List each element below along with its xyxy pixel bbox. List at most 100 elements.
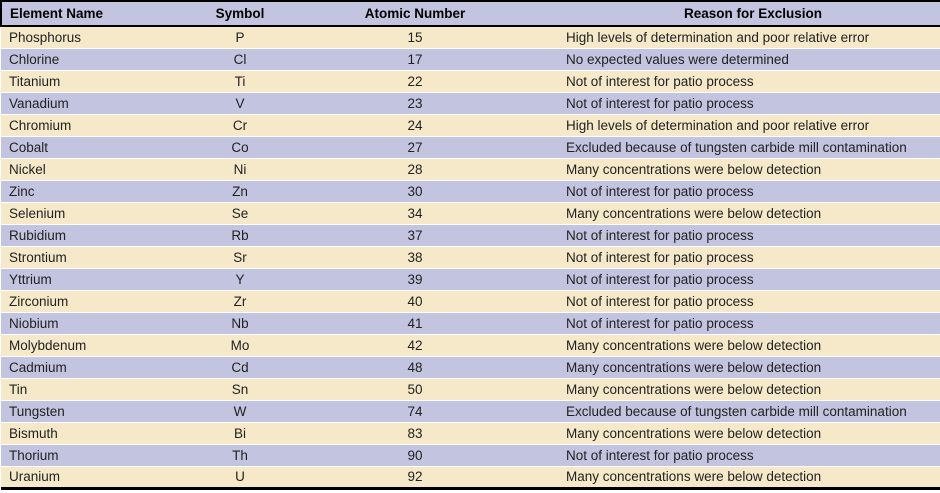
element-name-cell: Cadmium	[1, 355, 160, 378]
element-name-cell: Nickel	[1, 157, 160, 180]
table-header: Element Name Symbol Atomic Number Reason…	[0, 0, 940, 27]
atomic-number-cell: 39	[320, 267, 510, 290]
symbol-cell: Zr	[160, 289, 320, 312]
element-name-cell: Thorium	[1, 443, 160, 466]
reason-cell: Not of interest for patio process	[510, 289, 940, 312]
symbol-cell: Cr	[160, 113, 320, 136]
reason-cell: Many concentrations were below detection	[510, 465, 940, 490]
reason-cell: Excluded because of tungsten carbide mil…	[510, 135, 940, 158]
table-row: Selenium Se 34 Many concentrations were bel…	[1, 201, 940, 224]
reason-cell: Excluded because of tungsten carbide mil…	[510, 399, 940, 422]
atomic-number-cell: 50	[320, 377, 510, 400]
reason-cell: Not of interest for patio process	[510, 223, 940, 246]
atomic-number-cell: 24	[320, 113, 510, 136]
table-row: Yttrium Y 39 Not of interest for patio proc…	[1, 267, 940, 290]
symbol-cell: Se	[160, 201, 320, 224]
element-name-cell: Strontium	[1, 245, 160, 268]
element-name-cell: Tungsten	[1, 399, 160, 422]
atomic-number-cell: 27	[320, 135, 510, 158]
table-row: Zirconium Zr 40 Not of interest for patio p…	[1, 289, 940, 312]
table-row: Cadmium Cd 48 Many concentrations were belo…	[1, 355, 940, 378]
reason-cell: Many concentrations were below detection	[510, 421, 940, 444]
table-row: Nickel Ni 28 Many concentrations were below…	[1, 157, 940, 180]
symbol-cell: Cd	[160, 355, 320, 378]
table-row: Thorium Th 90 Not of interest for patio pro…	[1, 443, 940, 466]
symbol-cell: U	[160, 465, 320, 490]
element-name-cell: Tin	[1, 377, 160, 400]
reason-cell: Not of interest for patio process	[510, 69, 940, 92]
table-row: Chromium Cr 24 High levels of determination…	[1, 113, 940, 136]
element-name-cell: Chlorine	[1, 47, 160, 70]
reason-cell: Many concentrations were below detection	[510, 201, 940, 224]
reason-cell: Not of interest for patio process	[510, 91, 940, 114]
reason-cell: High levels of determination and poor re…	[510, 113, 940, 136]
symbol-cell: Zn	[160, 179, 320, 202]
symbol-cell: Th	[160, 443, 320, 466]
element-name-cell: Vanadium	[1, 91, 160, 114]
column-header-reason-for-exclusion: Reason for Exclusion	[510, 0, 940, 27]
reason-cell: High levels of determination and poor re…	[566, 29, 870, 45]
table-row: Tin Sn 50 Many concentrations were below de…	[1, 377, 940, 400]
atomic-number-cell: 40	[320, 289, 510, 312]
atomic-number-cell: 38	[320, 245, 510, 268]
table-row: Strontium Sr 38 Not of interest for patio p…	[1, 245, 940, 268]
symbol-cell: Cl	[160, 47, 320, 70]
atomic-number-cell: 37	[320, 223, 510, 246]
atomic-number-cell: 90	[320, 443, 510, 466]
symbol-cell: Ti	[160, 69, 320, 92]
atomic-number-cell: 42	[320, 333, 510, 356]
atomic-number-cell: 48	[320, 355, 510, 378]
table-row: Titanium Ti 22 Not of interest for patio pr…	[1, 69, 940, 92]
reason-cell: Not of interest for patio process	[510, 245, 940, 268]
header-row: Element Name Symbol Atomic Number Reason…	[0, 0, 940, 27]
atomic-number-cell: 15	[407, 29, 423, 45]
table-row: Tungsten W 74 Excluded because of tungsten …	[1, 399, 940, 422]
atomic-number-cell: 83	[320, 421, 510, 444]
table-row: Chlorine Cl 17 No expected values were dete…	[1, 47, 940, 70]
atomic-number-cell: 22	[320, 69, 510, 92]
atomic-number-cell: 92	[320, 465, 510, 490]
symbol-cell: Mo	[160, 333, 320, 356]
reason-cell: Not of interest for patio process	[510, 443, 940, 466]
symbol-cell: Ni	[160, 157, 320, 180]
column-header-symbol: Symbol	[160, 0, 320, 27]
element-name-cell: Titanium	[1, 69, 160, 92]
atomic-number-cell: 41	[320, 311, 510, 334]
reason-cell: Many concentrations were below detection	[510, 355, 940, 378]
reason-cell: Not of interest for patio process	[510, 267, 940, 290]
table-row: Uranium U 92 Many concentrations were below…	[1, 465, 940, 490]
table-body: Phosphorus P 15 High levels of determinatio…	[1, 26, 940, 490]
element-name-cell: Uranium	[1, 465, 160, 490]
symbol-cell: Sn	[160, 377, 320, 400]
table-row: Rubidium Rb 37 Not of interest for patio pr…	[1, 223, 940, 246]
symbol-cell: Bi	[160, 421, 320, 444]
element-name-cell: Phosphorus	[9, 29, 82, 45]
element-name-cell: Zirconium	[1, 289, 160, 312]
atomic-number-cell: 28	[320, 157, 510, 180]
atomic-number-cell: 23	[320, 91, 510, 114]
element-name-cell: Zinc	[1, 179, 160, 202]
reason-cell: Many concentrations were below detection	[510, 333, 940, 356]
reason-cell: Many concentrations were below detection	[510, 157, 940, 180]
table-row: Vanadium V 23 Not of interest for patio pro…	[1, 91, 940, 114]
reason-cell: Not of interest for patio process	[510, 311, 940, 334]
reason-cell: Many concentrations were below detection	[510, 377, 940, 400]
table-row: Niobium Nb 41 Not of interest for patio pro…	[1, 311, 940, 334]
symbol-cell: Y	[160, 267, 320, 290]
element-name-cell: Molybdenum	[1, 333, 160, 356]
symbol-cell: Rb	[160, 223, 320, 246]
table-row: Bismuth Bi 83 Many concentrations were belo…	[1, 421, 940, 444]
element-name-cell: Niobium	[1, 311, 160, 334]
atomic-number-cell: 17	[320, 47, 510, 70]
atomic-number-cell: 34	[320, 201, 510, 224]
symbol-cell: Nb	[160, 311, 320, 334]
element-name-cell: Chromium	[1, 113, 160, 136]
symbol-cell: Co	[160, 135, 320, 158]
element-name-cell: Cobalt	[1, 135, 160, 158]
reason-cell: Not of interest for patio process	[510, 179, 940, 202]
table-row: Phosphorus P 15 High levels of determinatio…	[1, 26, 940, 48]
symbol-cell: W	[160, 399, 320, 422]
symbol-cell: Sr	[160, 245, 320, 268]
